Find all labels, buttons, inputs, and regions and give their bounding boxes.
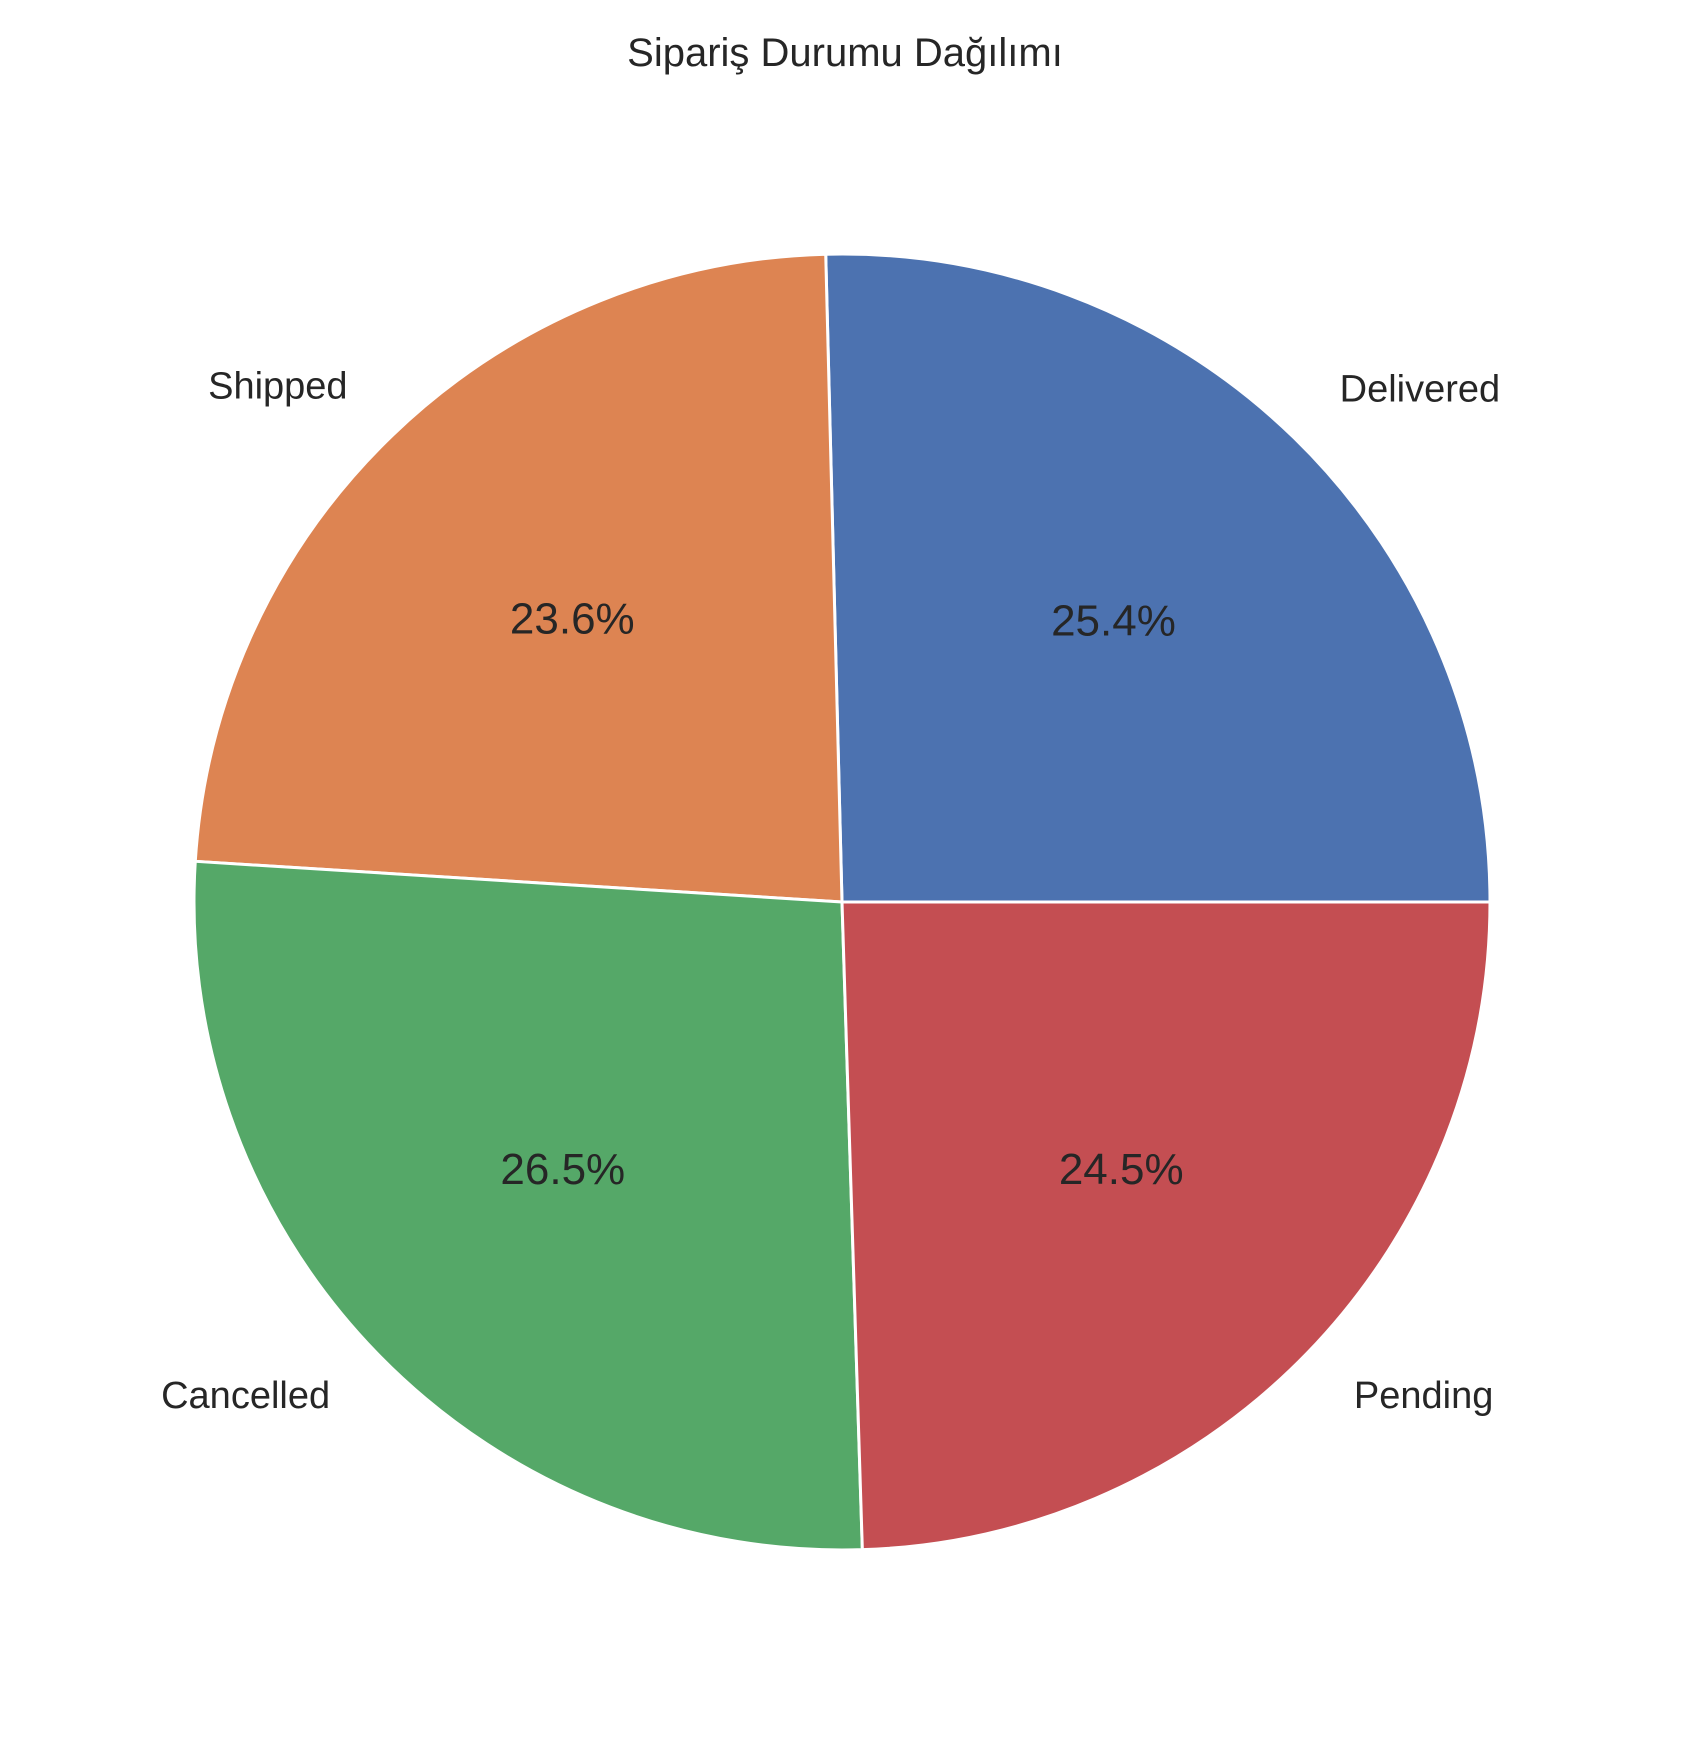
pie-slice-shipped bbox=[195, 254, 842, 902]
pie-slice-pending bbox=[842, 902, 1490, 1550]
pct-label-pending: 24.5% bbox=[1059, 1145, 1184, 1194]
pie-slices bbox=[194, 254, 1490, 1550]
pct-label-shipped: 23.6% bbox=[510, 595, 635, 644]
slice-label-pending: Pending bbox=[1354, 1375, 1493, 1417]
slice-label-shipped: Shipped bbox=[208, 366, 347, 408]
pct-label-cancelled: 26.5% bbox=[500, 1145, 625, 1194]
pie-slice-delivered bbox=[826, 254, 1490, 902]
slice-label-delivered: Delivered bbox=[1340, 369, 1501, 411]
pie-slice-cancelled bbox=[194, 861, 862, 1550]
pct-label-delivered: 25.4% bbox=[1051, 596, 1176, 645]
slice-label-cancelled: Cancelled bbox=[161, 1375, 330, 1417]
chart-title: Sipariş Durumu Dağılımı bbox=[627, 31, 1063, 75]
